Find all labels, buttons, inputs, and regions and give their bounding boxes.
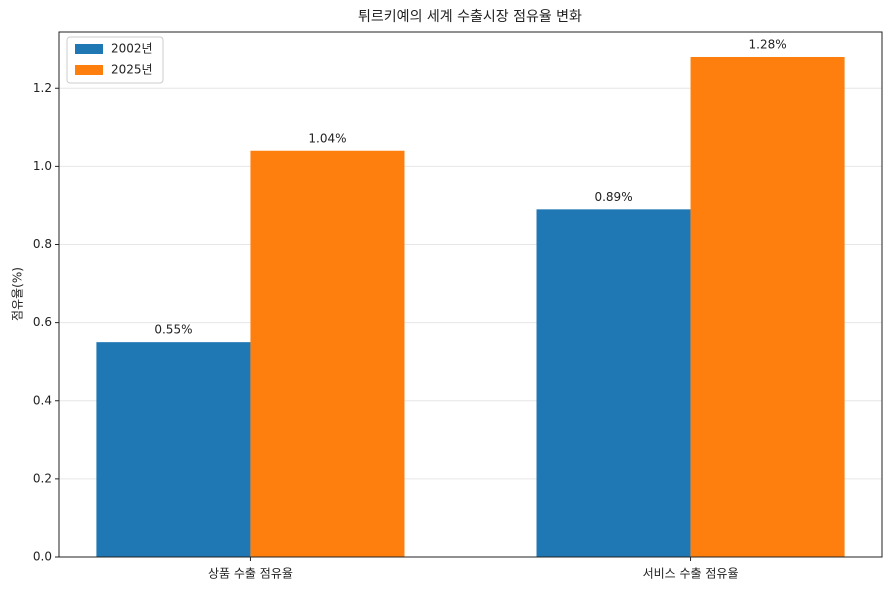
legend-label: 2002년 xyxy=(111,42,153,56)
legend-label: 2025년 xyxy=(111,63,153,77)
y-tick-label: 0.8 xyxy=(33,237,52,251)
x-tick-label: 상품 수출 점유율 xyxy=(208,567,293,581)
plot-frame xyxy=(58,31,883,558)
bar xyxy=(536,209,691,557)
y-tick-label: 0.6 xyxy=(33,315,52,329)
y-tick-label: 0.0 xyxy=(33,550,52,564)
value-label: 0.89% xyxy=(594,190,632,204)
y-tick-label: 1.0 xyxy=(33,159,52,173)
x-tick-label: 서비스 수출 점유율 xyxy=(643,567,739,581)
y-axis-label: 점유율(%) xyxy=(11,267,25,321)
y-tick-label: 0.4 xyxy=(33,393,52,407)
value-label: 1.04% xyxy=(308,131,346,145)
bar xyxy=(250,150,405,557)
bar xyxy=(96,342,251,557)
value-label: 1.28% xyxy=(749,38,787,52)
y-tick-label: 1.2 xyxy=(33,81,52,95)
value-label: 0.55% xyxy=(154,323,192,337)
chart-title: 튀르키예의 세계 수출시장 점유율 변화 xyxy=(358,9,582,25)
y-tick-label: 0.2 xyxy=(33,471,52,485)
bar xyxy=(690,57,845,557)
legend-swatch xyxy=(75,65,103,75)
legend-swatch xyxy=(75,44,103,54)
